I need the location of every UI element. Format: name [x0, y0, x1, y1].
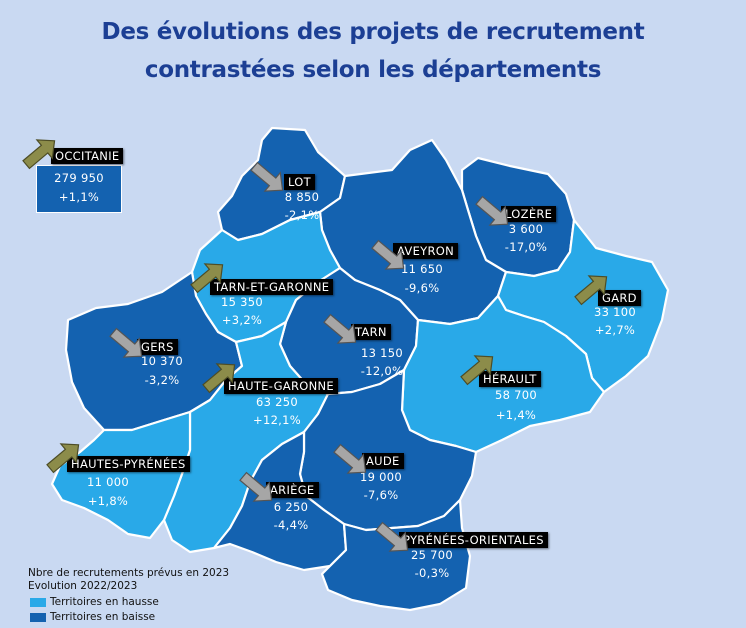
value-ariege: 6 250	[273, 500, 309, 514]
value-herault: 58 700	[494, 388, 538, 402]
arrow-up-icon-gard	[574, 275, 608, 306]
region-value: 279 950	[54, 171, 104, 185]
value-pyrenees-orientales: 25 700	[410, 548, 454, 562]
arrow-down-icon-pyrenees-orientales	[375, 521, 409, 552]
region-total-box	[36, 165, 122, 213]
evolution-haute-garonne: +12,1%	[253, 413, 301, 427]
evolution-herault: +1,4%	[495, 408, 537, 422]
value-tarn: 13 150	[360, 346, 404, 360]
evolution-tarn-et-garonne: +3,2%	[221, 313, 263, 327]
value-tarn-et-garonne: 15 350	[220, 295, 264, 309]
evolution-aude: -7,6%	[363, 488, 399, 502]
label-aude: AUDE	[362, 453, 404, 469]
legend-line-2: Evolution 2022/2023	[28, 580, 138, 592]
arrow-up-icon-region	[22, 139, 56, 170]
label-tarn: TARN	[351, 324, 391, 340]
legend-swatch-rise	[30, 598, 46, 607]
value-lot: 8 850	[284, 190, 320, 204]
label-herault: HÉRAULT	[479, 371, 541, 387]
value-haute-garonne: 63 250	[255, 395, 299, 409]
evolution-lozere: -17,0%	[504, 240, 548, 254]
arrow-up-icon-herault	[460, 355, 494, 386]
label-hautes-pyrenees: HAUTES-PYRÉNÉES	[67, 456, 190, 472]
map-title-line-1: Des évolutions des projets de recrutemen…	[101, 19, 645, 45]
evolution-ariege: -4,4%	[273, 518, 309, 532]
label-tarn-et-garonne: TARN-ET-GARONNE	[210, 279, 334, 295]
evolution-lot: -2,1%	[284, 208, 320, 222]
arrow-down-icon-tarn	[323, 313, 357, 344]
arrow-down-icon-aveyron	[371, 239, 405, 270]
value-aveyron: 11 650	[400, 262, 444, 276]
legend-label-fall: Territoires en baisse	[50, 611, 156, 623]
label-haute-garonne: HAUTE-GARONNE	[224, 378, 338, 394]
label-lozere: LOZÈRE	[501, 206, 557, 222]
label-gers: GERS	[137, 339, 178, 355]
evolution-pyrenees-orientales: -0,3%	[414, 566, 450, 580]
arrow-down-icon-gers	[109, 327, 143, 358]
arrow-down-icon-aude	[333, 443, 367, 474]
arrow-down-icon-lozere	[475, 195, 509, 226]
evolution-tarn: -12,0%	[360, 364, 404, 378]
label-lot: LOT	[284, 174, 315, 190]
legend-swatch-fall	[30, 613, 46, 622]
region-name-label: OCCITANIE	[51, 148, 124, 164]
arrow-down-icon-ariege	[239, 471, 273, 502]
legend-label-rise: Territoires en hausse	[50, 596, 159, 608]
label-aveyron: AVEYRON	[393, 243, 459, 259]
region-evolution: +1,1%	[58, 190, 100, 204]
arrow-up-icon-haute-garonne	[202, 363, 236, 394]
evolution-gers: -3,2%	[144, 373, 180, 387]
evolution-hautes-pyrenees: +1,8%	[87, 494, 129, 508]
arrow-down-icon-lot	[250, 161, 284, 192]
label-gard: GARD	[598, 290, 641, 306]
label-pyrenees-orientales: PYRÉNÉES-ORIENTALES	[399, 532, 548, 548]
arrow-up-icon-tarn-et-garonne	[190, 263, 224, 294]
value-gers: 10 370	[140, 354, 184, 368]
department-pyrenees-orientales[interactable]	[320, 498, 472, 612]
evolution-aveyron: -9,6%	[404, 281, 440, 295]
arrow-up-icon-hautes-pyrenees	[46, 443, 80, 474]
evolution-gard: +2,7%	[594, 323, 636, 337]
value-lozere: 3 600	[508, 222, 544, 236]
value-aude: 19 000	[359, 470, 403, 484]
map-title-line-2: contrastées selon les départements	[144, 57, 602, 83]
value-hautes-pyrenees: 11 000	[86, 475, 130, 489]
label-ariege: ARIÈGE	[266, 482, 319, 498]
value-gard: 33 100	[593, 305, 637, 319]
legend-line-1: Nbre de recrutements prévus en 2023	[28, 567, 230, 579]
